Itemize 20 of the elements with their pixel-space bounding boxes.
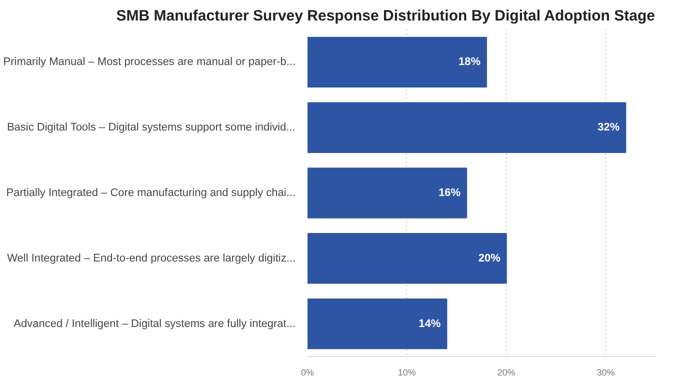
data-label: 18%: [458, 56, 481, 68]
x-tick-label: 10%: [398, 368, 416, 378]
x-tick-label: 0%: [300, 368, 314, 378]
bar: [308, 36, 487, 88]
y-tick-label: Partially Integrated – Core manufacturing and supply chai...: [6, 187, 296, 199]
y-tick-label: Well Integrated – End-to-end processes are largely digitiz...: [7, 252, 296, 264]
data-label: 14%: [418, 318, 441, 330]
chart-title: SMB Manufacturer Survey Response Distribution By Digital Adoption Stage: [116, 8, 655, 24]
bar: [308, 168, 468, 218]
data-label: 32%: [598, 122, 620, 134]
x-tick-label: 30%: [596, 368, 615, 378]
y-tick-label: Advanced / Intelligent – Digital systems are fully integrat...: [14, 318, 296, 330]
bar: [308, 233, 507, 284]
bar: [308, 102, 626, 153]
bar: [308, 298, 448, 350]
y-tick-label: Primarily Manual – Most processes are manual or paper-b...: [3, 56, 296, 68]
data-label: 16%: [438, 187, 461, 199]
data-label: 20%: [478, 252, 501, 264]
x-tick-label: 20%: [497, 368, 516, 378]
y-tick-label: Basic Digital Tools – Digital systems support some individ...: [6, 122, 296, 134]
